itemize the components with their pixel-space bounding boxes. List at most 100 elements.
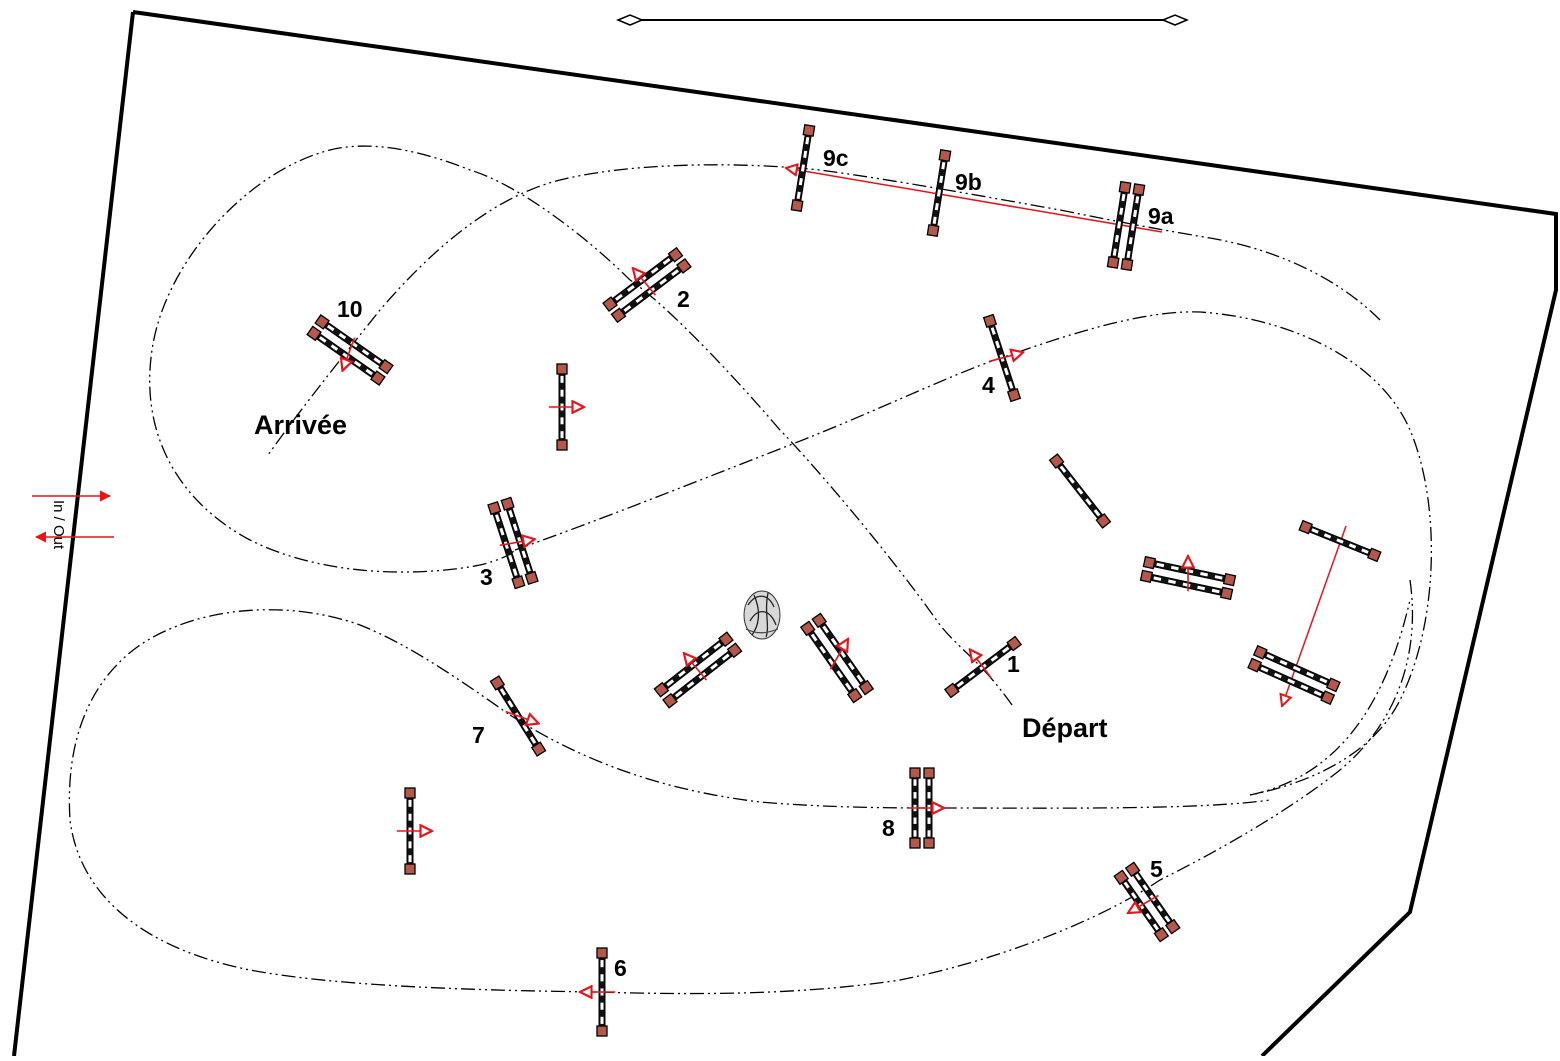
fence-standard (1118, 180, 1132, 194)
rail-stripe (1260, 666, 1269, 673)
fence-standard (524, 570, 539, 586)
rail-stripe (1361, 548, 1369, 554)
rail-stripe (1153, 576, 1162, 581)
rail-stripe (1130, 223, 1135, 231)
fence-standard (1142, 555, 1157, 570)
fence-standard (1298, 519, 1314, 535)
rail-stripe (810, 633, 818, 642)
fence-standard (1247, 657, 1263, 673)
rail-stripe (856, 674, 864, 683)
fence-9c (790, 124, 816, 212)
rail-stripe (934, 203, 939, 211)
obstacle-number-5: 5 (1150, 856, 1163, 882)
fence-9a (1106, 180, 1146, 272)
rail-stripe (710, 662, 718, 670)
fence-2-direction-arrow-icon (633, 268, 657, 296)
fence-standard (1132, 183, 1146, 197)
rail-stripe (674, 690, 683, 698)
rail-stripe (1152, 923, 1159, 931)
fence-standard (1222, 572, 1237, 587)
rail-stripe (353, 360, 362, 368)
rail-stripe (836, 670, 844, 679)
rail-stripe (913, 817, 917, 824)
rail-stripe (560, 431, 564, 439)
fence-standard (938, 149, 952, 162)
rail-stripe (517, 537, 523, 545)
route-segment-3-to-4 (514, 311, 1433, 796)
rail-stripe (927, 779, 931, 786)
fence-10 (306, 314, 394, 386)
route-segment-6-to-7 (68, 609, 596, 993)
rail-stripe (913, 779, 917, 786)
rail-stripe (1117, 221, 1122, 229)
fence-standard (500, 496, 515, 511)
rail-stripe (600, 1002, 604, 1010)
rail-stripe (721, 653, 730, 661)
fence-standard (1006, 387, 1022, 403)
fences-layer (306, 124, 1382, 1037)
rail-stripe (956, 680, 965, 688)
fence-standard (1320, 690, 1336, 706)
fence-standard (1252, 644, 1268, 660)
fence-standard (909, 837, 921, 849)
rail-stripe (1266, 653, 1275, 660)
rail-stripe (650, 266, 659, 274)
fence-standard (1219, 586, 1234, 601)
start-label: Départ (1022, 713, 1108, 743)
rail-stripe (508, 554, 514, 563)
rail-stripe (1003, 367, 1009, 376)
rail-stripe (1311, 528, 1319, 534)
fence-standard (1120, 258, 1134, 272)
course-route (68, 145, 1433, 995)
fence-standard (726, 642, 743, 659)
rail-stripe (522, 724, 529, 732)
fence-standard (556, 363, 568, 375)
rail-stripe (686, 681, 695, 689)
fence-standard (370, 370, 386, 386)
obstacle-number-9b: 9b (955, 169, 982, 195)
fence-standard (1048, 453, 1065, 469)
obstacle-number-4: 4 (982, 372, 995, 398)
rail-stripe (805, 137, 810, 145)
rail-stripe (1292, 665, 1301, 672)
rail-stripe (560, 375, 564, 383)
fence-standard (790, 199, 804, 212)
fence-standard (1164, 918, 1181, 935)
rail-stripe (990, 327, 996, 335)
obstacle-number-10: 10 (337, 296, 363, 322)
fence-standard (596, 1025, 608, 1037)
rail-stripe (1156, 904, 1164, 912)
rail-stripe (503, 541, 509, 549)
rail-stripe (365, 368, 373, 376)
rail-stripe (1001, 646, 1010, 654)
fence-standard (404, 787, 416, 799)
fence-9b (926, 149, 952, 237)
fence-standard (799, 620, 816, 637)
rail-stripe (499, 527, 505, 536)
finish-label: Arrivée (254, 410, 347, 440)
obstacle-number-6: 6 (614, 955, 627, 981)
rail-stripe (1348, 543, 1357, 549)
rail-stripe (822, 625, 829, 634)
rail-stripe (796, 191, 801, 199)
fence-standard (802, 124, 816, 137)
rail-stripe (1114, 234, 1119, 243)
rail-stripe (1121, 193, 1126, 202)
rail-stripe (525, 563, 531, 572)
rail-stripe (512, 523, 518, 532)
plant-decoration-icon (743, 590, 781, 640)
rail-stripe (713, 642, 722, 650)
rail-stripe (967, 672, 976, 679)
fence-5-direction-arrow-icon (1128, 894, 1159, 913)
fence-7-direction-arrow-icon (505, 710, 539, 723)
rail-stripe (1128, 237, 1133, 245)
fence-standard (982, 313, 998, 329)
rail-stripe (666, 679, 675, 687)
rail-stripe (600, 974, 604, 982)
rail-stripe (678, 670, 686, 678)
rail-stripe (927, 792, 931, 799)
rail-stripe (845, 682, 852, 691)
fence-standard (858, 679, 875, 696)
fence-7 (489, 675, 547, 757)
